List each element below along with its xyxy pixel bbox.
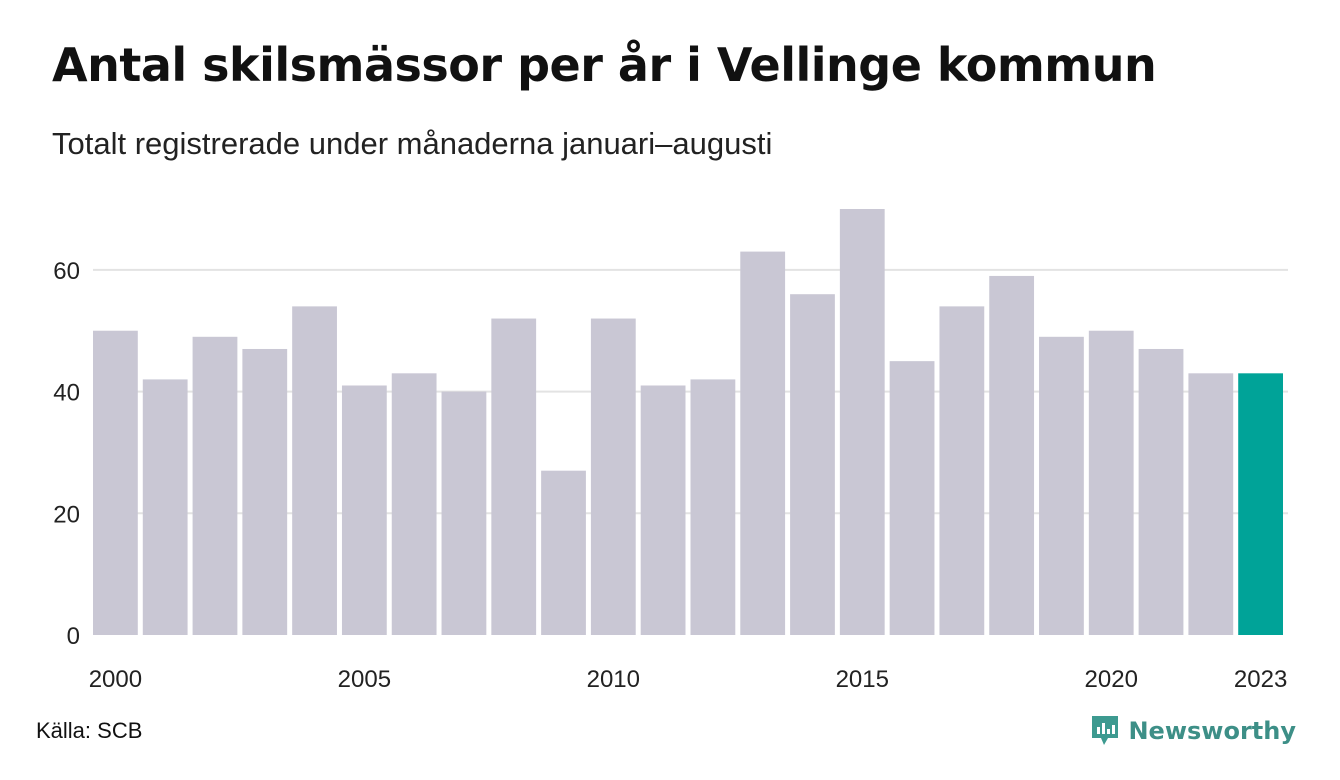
bar	[939, 306, 985, 635]
bar	[391, 373, 437, 635]
chart-subtitle: Totalt registrerade under månaderna janu…	[52, 126, 773, 161]
brand-name: Newsworthy	[1128, 717, 1296, 745]
bar	[740, 251, 786, 635]
bar	[1088, 330, 1134, 635]
bar	[142, 379, 188, 635]
y-tick-label: 20	[53, 501, 80, 528]
bar	[93, 330, 138, 635]
brand-logo[interactable]: Newsworthy	[1090, 714, 1296, 748]
bar	[839, 209, 885, 635]
y-tick-label: 60	[53, 258, 80, 285]
bar	[690, 379, 736, 635]
x-tick-label: 2005	[338, 666, 391, 693]
source-label: Källa: SCB	[36, 718, 143, 743]
bar	[1188, 373, 1234, 635]
bar	[889, 361, 935, 635]
chart-title: Antal skilsmässor per år i Vellinge komm…	[52, 38, 1157, 92]
bar	[640, 385, 686, 635]
bar	[192, 336, 238, 635]
y-tick-label: 40	[53, 380, 80, 407]
bar	[989, 275, 1035, 635]
x-tick-label: 2015	[836, 666, 889, 693]
x-tick-label: 2000	[89, 666, 142, 693]
bar	[341, 385, 387, 635]
bar	[590, 318, 636, 635]
bar	[541, 470, 586, 635]
x-tick-label: 2010	[587, 666, 640, 693]
newsworthy-logo-icon	[1092, 716, 1119, 745]
bar	[1039, 336, 1084, 635]
bar	[292, 306, 337, 635]
highlight-bar	[1238, 373, 1283, 635]
y-tick-label: 0	[67, 623, 80, 650]
bar	[441, 391, 487, 635]
bar	[242, 348, 288, 635]
bar	[790, 294, 835, 635]
bar	[1138, 348, 1184, 635]
bar	[491, 318, 537, 635]
x-tick-label: 2023	[1234, 666, 1287, 693]
bar-chart: 0 20 40 60 2000 2005 2010 2015 2020 2023	[53, 209, 1288, 693]
x-tick-label: 2020	[1085, 666, 1138, 693]
